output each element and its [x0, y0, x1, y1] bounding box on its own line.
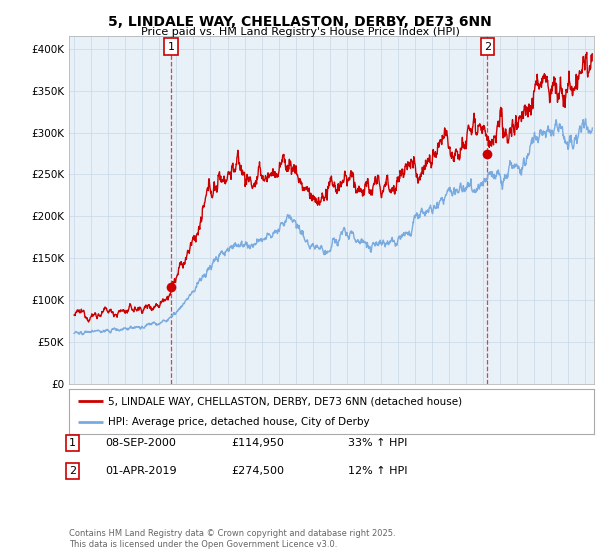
Text: Price paid vs. HM Land Registry's House Price Index (HPI): Price paid vs. HM Land Registry's House …: [140, 27, 460, 37]
Text: 33% ↑ HPI: 33% ↑ HPI: [348, 438, 407, 448]
Text: 5, LINDALE WAY, CHELLASTON, DERBY, DE73 6NN: 5, LINDALE WAY, CHELLASTON, DERBY, DE73 …: [108, 15, 492, 29]
Text: Contains HM Land Registry data © Crown copyright and database right 2025.
This d: Contains HM Land Registry data © Crown c…: [69, 529, 395, 549]
Text: 2: 2: [484, 41, 491, 52]
Text: 01-APR-2019: 01-APR-2019: [105, 466, 176, 476]
Text: 1: 1: [69, 438, 76, 448]
Text: 5, LINDALE WAY, CHELLASTON, DERBY, DE73 6NN (detached house): 5, LINDALE WAY, CHELLASTON, DERBY, DE73 …: [109, 396, 463, 407]
Text: £114,950: £114,950: [231, 438, 284, 448]
Text: 12% ↑ HPI: 12% ↑ HPI: [348, 466, 407, 476]
Text: 1: 1: [167, 41, 175, 52]
Text: 08-SEP-2000: 08-SEP-2000: [105, 438, 176, 448]
Text: 2: 2: [69, 466, 76, 476]
Text: £274,500: £274,500: [231, 466, 284, 476]
Text: HPI: Average price, detached house, City of Derby: HPI: Average price, detached house, City…: [109, 417, 370, 427]
